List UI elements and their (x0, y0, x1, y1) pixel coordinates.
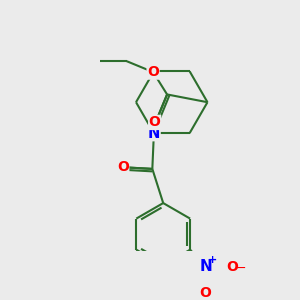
Text: O: O (147, 65, 159, 79)
Text: O: O (117, 160, 129, 174)
Text: O: O (226, 260, 238, 274)
Text: N: N (148, 126, 160, 141)
Text: O: O (149, 116, 161, 129)
Text: −: − (236, 262, 247, 275)
Text: N: N (199, 259, 212, 274)
Text: +: + (208, 255, 217, 265)
Text: O: O (200, 286, 212, 300)
